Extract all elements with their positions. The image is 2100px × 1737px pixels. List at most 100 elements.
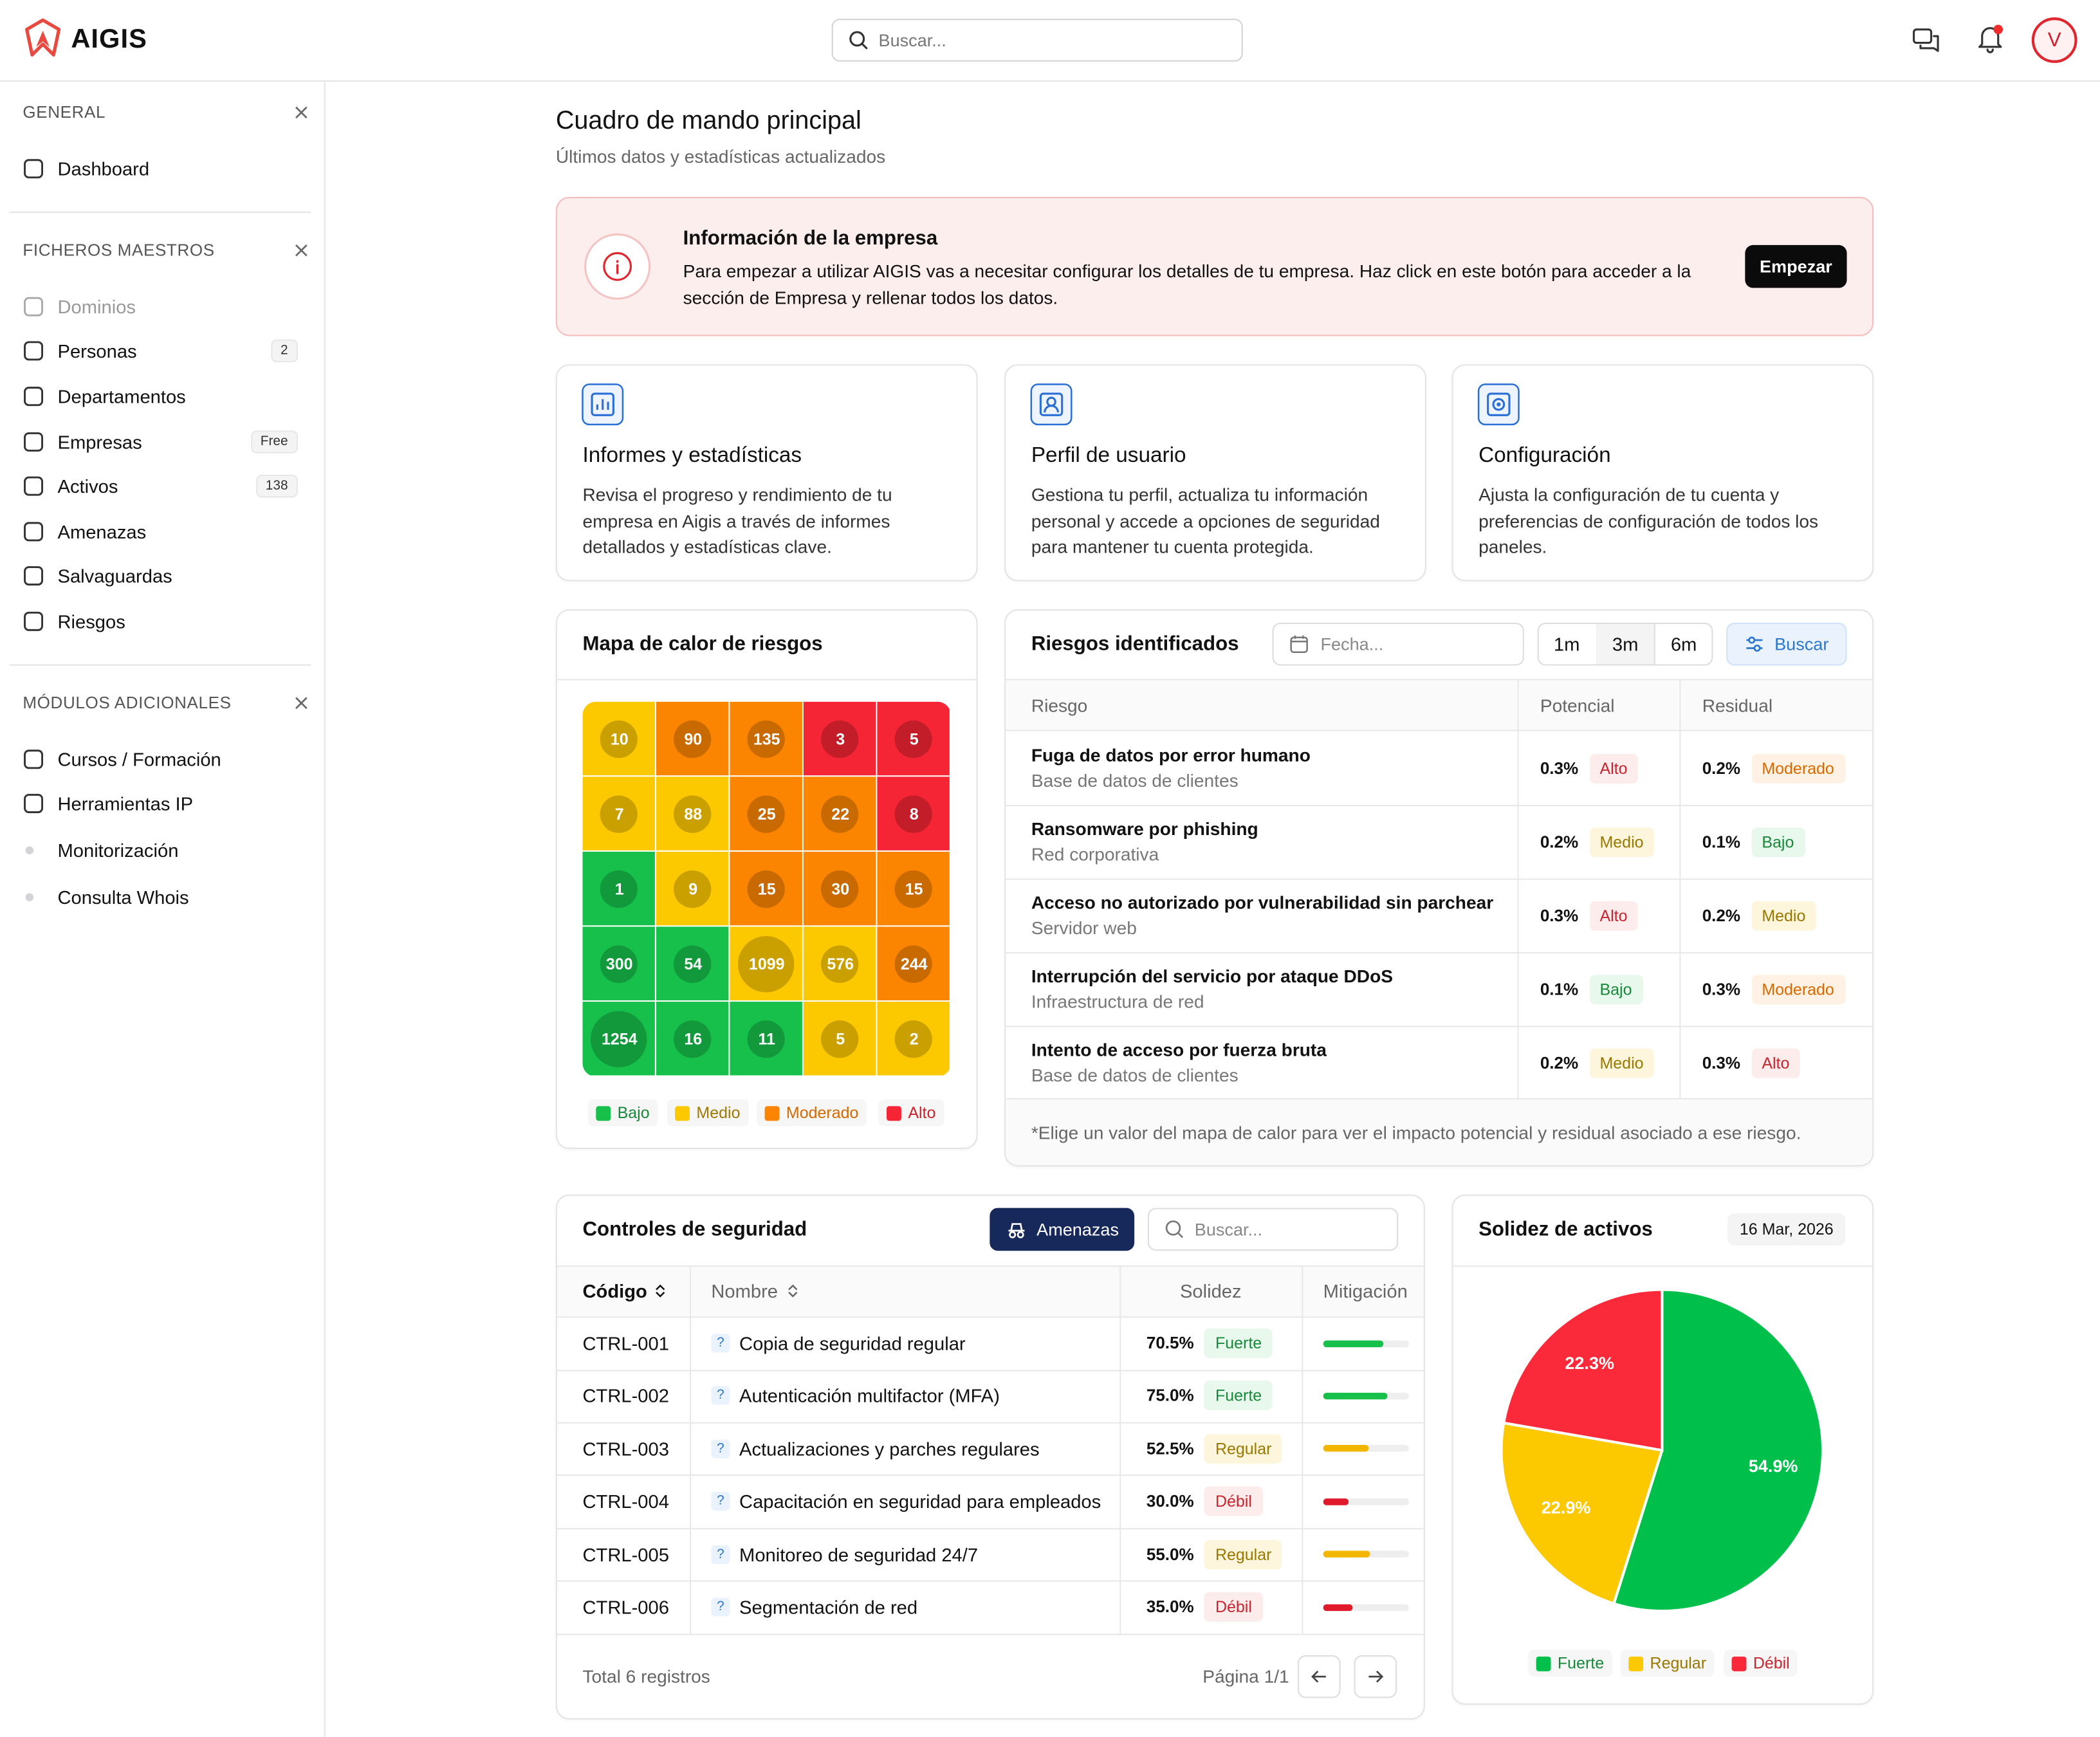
heatmap-value[interactable]: 9 xyxy=(688,879,698,899)
prev-button[interactable] xyxy=(1298,1655,1341,1698)
heatmap-cell: 5 xyxy=(803,1002,876,1076)
column-header[interactable]: Código xyxy=(582,1280,647,1302)
nav-item[interactable]: Herramientas IP xyxy=(57,793,194,814)
nav-item[interactable]: Cursos / Formación xyxy=(57,748,221,770)
heatmap-value[interactable]: 90 xyxy=(684,730,703,749)
column-header[interactable]: Nombre xyxy=(711,1280,778,1302)
heatmap-cell: 1254 xyxy=(582,1002,655,1076)
row-divider xyxy=(1006,1025,1873,1027)
heatmap-cell: 90 xyxy=(656,701,729,776)
range-button[interactable]: 1m xyxy=(1553,633,1580,655)
nav-item[interactable]: Amenazas xyxy=(57,520,147,543)
banner-text: Para empezar a utilizar AIGIS vas a nece… xyxy=(683,261,1691,308)
solidez-cell: 30.0% Débil xyxy=(1147,1486,1263,1516)
range-button[interactable]: 6m xyxy=(1670,633,1697,655)
heatmap-dot xyxy=(674,795,712,832)
risks-search-btn[interactable] xyxy=(1726,622,1847,666)
heatmap-value[interactable]: 5 xyxy=(909,730,919,749)
header-bar xyxy=(0,0,2100,82)
nav-item[interactable]: Salvaguardas xyxy=(57,565,172,587)
search-icon xyxy=(1165,1220,1184,1238)
date-placeholder: Fecha... xyxy=(1320,634,1384,654)
nav-icon xyxy=(24,793,44,813)
nav-item[interactable]: Consulta Whois xyxy=(57,887,189,908)
heatmap-value[interactable]: 22 xyxy=(831,805,850,824)
heatmap-value[interactable]: 576 xyxy=(827,955,854,974)
heatmap-value[interactable]: 3 xyxy=(836,730,845,749)
legend-chip: Medio xyxy=(667,1099,748,1126)
heatmap-value[interactable]: 1254 xyxy=(601,1029,638,1049)
nav-item[interactable]: Dominios xyxy=(57,296,136,318)
heatmap-value[interactable]: 244 xyxy=(900,955,928,974)
next-button[interactable] xyxy=(1354,1655,1397,1698)
col-divider xyxy=(690,1265,692,1634)
risk-name: Acceso no autorizado por vulnerabilidad … xyxy=(1031,892,1494,913)
heatmap-value[interactable]: 7 xyxy=(614,805,624,824)
avatar[interactable] xyxy=(2031,17,2077,63)
tag: Bajo xyxy=(1751,827,1805,858)
heatmap-value[interactable]: 300 xyxy=(605,955,633,974)
controls-search[interactable] xyxy=(1147,1208,1399,1251)
heatmap-value[interactable]: 54 xyxy=(684,955,703,974)
risk-cell: 0.2% Medio xyxy=(1540,1048,1655,1078)
risks-note: *Elige un valor del mapa de calor para v… xyxy=(1031,1123,1801,1143)
heatmap-value[interactable]: 16 xyxy=(684,1029,703,1049)
help-icon: ? xyxy=(717,1388,724,1404)
banner-button[interactable] xyxy=(1745,244,1847,288)
date-input[interactable] xyxy=(1272,622,1524,666)
help-badge xyxy=(711,1439,730,1458)
nav-item[interactable]: Riesgos xyxy=(57,611,125,632)
sidebar xyxy=(0,81,326,1737)
solidez-cell: 70.5% Fuerte xyxy=(1147,1328,1273,1358)
heatmap-cell: 15 xyxy=(877,851,950,926)
heatmap-value[interactable]: 135 xyxy=(753,730,780,749)
heatmap-dot xyxy=(747,869,785,908)
search-icon xyxy=(849,31,868,50)
tag: Regular xyxy=(1204,1433,1283,1464)
heatmap-cell: 15 xyxy=(730,851,802,926)
heatmap-value[interactable]: 5 xyxy=(836,1029,845,1049)
heatmap-value[interactable]: 1 xyxy=(614,879,624,899)
heatmap-value[interactable]: 15 xyxy=(757,879,776,899)
heatmap-value[interactable]: 10 xyxy=(610,730,629,749)
heatmap-value[interactable]: 2 xyxy=(909,1029,919,1049)
tag: Fuerte xyxy=(1204,1381,1273,1411)
legend-chip: Fuerte xyxy=(1528,1650,1612,1677)
nav-item[interactable]: Departamentos xyxy=(57,385,186,407)
heatmap-value[interactable]: 30 xyxy=(831,879,850,899)
heatmap-cell: 7 xyxy=(582,777,655,850)
range-button[interactable]: 3m xyxy=(1612,633,1639,655)
solidez-percent: 52.5% xyxy=(1146,1439,1194,1458)
pie-slice xyxy=(1500,1421,1664,1606)
heatmap-cell: 5 xyxy=(877,701,950,776)
heatmap-value[interactable]: 15 xyxy=(905,879,923,899)
pie-chart: 54.9% 22.9% 22.3% xyxy=(1500,1288,1825,1613)
legend-chip: Regular xyxy=(1620,1650,1715,1677)
nav-item[interactable]: Activos xyxy=(57,475,118,497)
heatmap-dot xyxy=(674,944,712,982)
search-box[interactable] xyxy=(831,19,1243,62)
prev-arrow xyxy=(1311,1670,1326,1683)
heatmap-dot xyxy=(894,795,932,832)
range-group xyxy=(1537,622,1713,666)
help-badge xyxy=(711,1386,730,1406)
heatmap-value[interactable]: 88 xyxy=(684,805,703,824)
nav-icon xyxy=(24,566,44,586)
nav-icon xyxy=(24,387,44,407)
legend-swatch xyxy=(1628,1655,1644,1671)
nav-item[interactable]: Dashboard xyxy=(57,158,150,179)
nav-item[interactable]: Empresas xyxy=(57,431,142,453)
heatmap-value[interactable]: 8 xyxy=(909,805,919,824)
heatmap-value[interactable]: 1099 xyxy=(748,955,785,974)
heatmap-dot xyxy=(894,869,932,908)
threats-button[interactable] xyxy=(990,1208,1135,1251)
risk-name: Interrupción del servicio por ataque DDo… xyxy=(1031,966,1393,987)
nav-icon xyxy=(24,611,44,631)
risk-cell: 0.2% Medio xyxy=(1540,827,1655,858)
heatmap-value[interactable]: 25 xyxy=(757,805,776,824)
heatmap-dot xyxy=(747,1020,785,1058)
nav-item[interactable]: Monitorización xyxy=(57,840,179,861)
threats-label: Amenazas xyxy=(1036,1219,1119,1240)
nav-item[interactable]: Personas xyxy=(57,340,137,362)
heatmap-value[interactable]: 11 xyxy=(758,1029,775,1049)
